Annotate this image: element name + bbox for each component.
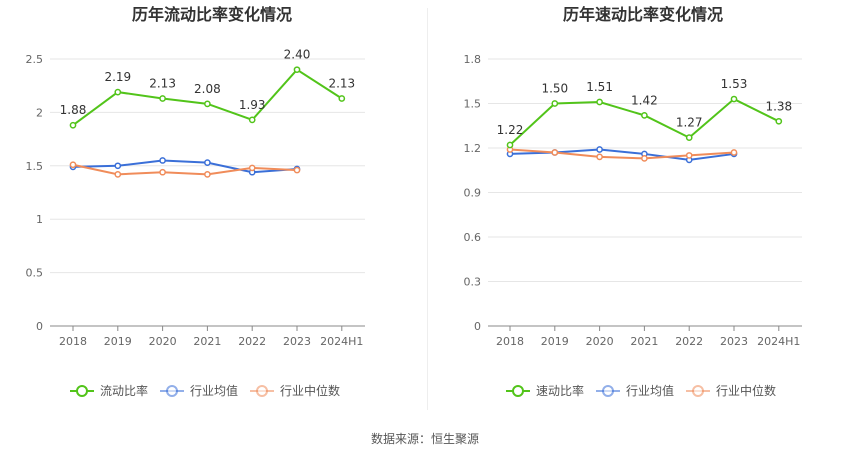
legend-item[interactable]: 行业中位数 [250,383,340,398]
y-tick-label: 0 [36,320,43,333]
data-label: 1.50 [541,82,568,96]
chart-title: 历年速动比率变化情况 [563,5,723,24]
data-point [69,161,77,169]
y-tick-label: 2 [36,106,43,119]
legend-circle-marker [692,385,704,397]
data-point [596,146,603,153]
x-tick-label: 2023 [720,335,748,348]
chart-title: 历年流动比率变化情况 [132,5,292,24]
data-label: 1.42 [631,93,658,107]
data-point [69,121,77,129]
y-tick-label: 1.5 [464,98,482,111]
data-point [114,170,122,178]
legend-circle-marker [76,385,88,397]
data-label: 2.13 [328,77,355,91]
y-tick-label: 0.6 [464,231,482,244]
data-point [204,100,211,108]
x-tick-label: 2024H1 [757,335,800,348]
data-label: 2.19 [104,70,131,84]
data-point [159,168,166,176]
data-label: 1.53 [721,77,748,91]
legend-circle-marker [512,385,524,397]
data-label: 2.40 [284,48,311,62]
x-tick-label: 2019 [104,335,132,348]
data-point [641,112,648,119]
data-label: 2.13 [149,77,176,91]
legend-label: 流动比率 [100,383,148,398]
data-point [551,149,559,156]
chart-quick-ratio: 历年速动比率变化情况 0 0.3 0.6 0.9 1.2 1.5 1.8 2018 2019 202… [425,0,850,415]
chart-current-ratio: 历年流动比率变化情况 0 0.5 1 1.5 2 2.5 2018 2019 2020 2021 20… [0,0,425,415]
chart-current-ratio-svg: 历年流动比率变化情况 0 0.5 1 1.5 2 2.5 2018 2019 2020 2021 20… [26,5,365,398]
series-line [72,159,298,174]
data-point [596,98,603,106]
data-point [506,141,514,149]
legend-item[interactable]: 流动比率 [70,383,148,398]
panel-divider [427,8,428,410]
data-point [338,95,346,102]
y-tick-label: 1 [36,213,43,226]
legend-label: 行业均值 [190,383,238,398]
data-point [114,162,122,170]
legend-item[interactable]: 行业均值 [160,383,238,398]
y-tick-label: 0.5 [26,267,44,280]
y-tick-label: 0.3 [464,276,482,289]
x-tick-label: 2021 [193,335,221,348]
series-line [72,163,298,176]
x-tick-label: 2019 [541,335,569,348]
y-tick-label: 1.5 [26,160,44,173]
data-point [730,149,738,156]
legend-label: 行业中位数 [280,383,340,398]
data-point [248,116,256,124]
data-point [248,164,256,172]
x-tick-label: 2021 [630,335,658,348]
x-tick-label: 2023 [283,335,311,348]
legend-circle-marker [256,385,268,397]
x-tick-label: 2018 [496,335,524,348]
y-tick-label: 1.8 [464,53,482,66]
legend-label: 行业中位数 [716,383,776,398]
series-line [509,148,735,160]
data-point [293,166,301,174]
data-label: 1.22 [497,123,524,137]
chart-quick-ratio-svg: 历年速动比率变化情况 0 0.3 0.6 0.9 1.2 1.5 1.8 2018 2019 202… [464,5,802,398]
data-label: 1.88 [60,103,87,117]
data-label: 1.38 [765,99,792,113]
x-tick-label: 2018 [59,335,87,348]
legend-label: 速动比率 [536,383,584,398]
data-point [685,152,693,159]
x-tick-label: 2022 [238,335,266,348]
data-point [641,155,648,162]
y-tick-label: 0.9 [464,187,482,200]
y-tick-label: 0 [474,320,481,333]
legend-item[interactable]: 行业中位数 [686,383,776,398]
data-source-footer: 数据来源：恒生聚源 [370,432,479,446]
legend-item[interactable]: 行业均值 [596,383,674,398]
data-point [730,95,738,103]
data-point [204,170,211,178]
data-point [685,134,693,141]
legend-label: 行业均值 [626,383,674,398]
data-point [204,159,211,166]
data-label: 1.93 [239,98,266,112]
data-point [775,117,783,125]
x-tick-label: 2024H1 [320,335,363,348]
legend-circle-marker [602,385,614,397]
data-label: 1.51 [586,80,613,94]
data-label: 1.27 [676,116,703,130]
x-tick-label: 2022 [675,335,703,348]
data-point [159,157,166,164]
data-point [551,100,559,107]
data-point [596,153,603,161]
y-tick-label: 1.2 [464,142,482,155]
legend-circle-marker [166,385,178,397]
data-point [114,88,122,96]
legend-item[interactable]: 速动比率 [506,383,584,398]
data-label: 2.08 [194,82,221,96]
data-point [293,66,301,74]
x-tick-label: 2020 [586,335,614,348]
x-tick-label: 2020 [149,335,177,348]
data-point [159,95,166,102]
y-tick-label: 2.5 [26,53,44,66]
